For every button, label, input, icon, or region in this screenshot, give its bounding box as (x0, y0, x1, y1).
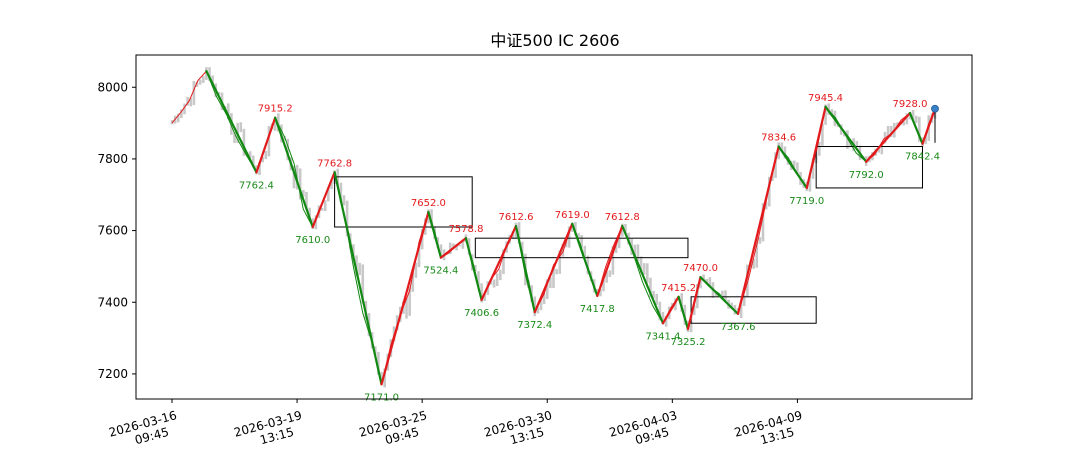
y-tick-label: 7800 (97, 152, 128, 166)
trough-label: 7372.4 (517, 320, 552, 331)
thin-stroke-series (171, 70, 936, 385)
up-stroke (596, 224, 624, 297)
consolidation-boxes (334, 146, 923, 324)
peak-label: 7834.6 (761, 133, 796, 144)
up-stroke (255, 116, 277, 174)
trough-label: 7406.6 (464, 308, 499, 319)
peak-label: 7945.4 (808, 93, 843, 104)
up-stroke (921, 107, 937, 145)
y-tick-label: 7200 (97, 367, 128, 381)
plot-area-frame (135, 54, 973, 400)
down-stroke (571, 222, 599, 297)
pivot-stroke-series (205, 70, 937, 386)
up-stroke (439, 237, 468, 259)
trough-label: 7171.0 (364, 392, 399, 403)
up-stroke (736, 145, 780, 315)
down-stroke (464, 237, 483, 301)
up-stroke (865, 111, 912, 163)
peak-label: 7470.0 (683, 263, 718, 274)
chart-title: 中证500 IC 2606 (490, 31, 619, 50)
trough-label: 7719.0 (789, 196, 824, 207)
consolidation-box (815, 146, 923, 189)
down-stroke (908, 111, 924, 145)
consolidation-box (474, 237, 689, 259)
price-series (170, 67, 937, 388)
pivot-labels: 7762.4 7915.2 7610.0 7762.8 7171.0 7652.0 7524… (239, 93, 940, 403)
trough-label: 7524.4 (423, 266, 458, 277)
down-stroke (777, 145, 808, 190)
peak-label: 7619.0 (555, 210, 590, 221)
trough-label: 7842.4 (905, 152, 940, 163)
up-stroke (533, 222, 574, 314)
trough-label: 7792.0 (849, 170, 884, 181)
y-tick-label: 7400 (97, 295, 128, 309)
down-stroke (824, 105, 868, 163)
down-stroke (621, 224, 665, 325)
peak-label: 7612.6 (498, 212, 533, 223)
last-point-layer (931, 104, 939, 143)
y-tick-label: 7600 (97, 224, 128, 238)
up-stroke (686, 276, 702, 331)
trough-label: 7367.6 (721, 322, 756, 333)
trough-label: 7417.8 (580, 304, 615, 315)
last-point-marker (931, 104, 939, 113)
consolidation-box (690, 296, 817, 324)
consolidation-box (334, 176, 473, 228)
thin-down-stroke (274, 117, 314, 228)
down-stroke (427, 210, 443, 259)
peak-label: 7415.2 (661, 283, 696, 294)
thin-up-stroke (171, 70, 207, 124)
trough-label: 7341.4 (645, 331, 680, 342)
peak-label: 7762.8 (317, 158, 352, 169)
up-stroke (661, 295, 680, 325)
trough-label: 7762.4 (239, 180, 274, 191)
peak-label: 7915.2 (258, 104, 293, 115)
peak-label: 7612.8 (605, 212, 640, 223)
y-axis: 7200 7400 7600 7800 8000 (97, 80, 136, 381)
down-stroke (699, 276, 740, 315)
peak-label: 7928.0 (892, 99, 927, 110)
peak-label: 7578.8 (448, 224, 483, 235)
trough-label: 7610.0 (295, 235, 330, 246)
down-stroke (333, 171, 383, 386)
peak-label: 7652.0 (411, 198, 446, 209)
down-stroke (514, 224, 536, 314)
trough-label: 7325.2 (670, 337, 705, 348)
down-stroke (205, 70, 258, 174)
up-stroke (805, 105, 827, 190)
down-stroke (274, 116, 314, 229)
down-stroke (677, 295, 690, 331)
y-tick-label: 8000 (97, 80, 128, 94)
up-stroke (380, 210, 430, 386)
up-stroke (480, 224, 518, 301)
up-stroke (311, 171, 336, 229)
thin-down-stroke (205, 70, 257, 173)
